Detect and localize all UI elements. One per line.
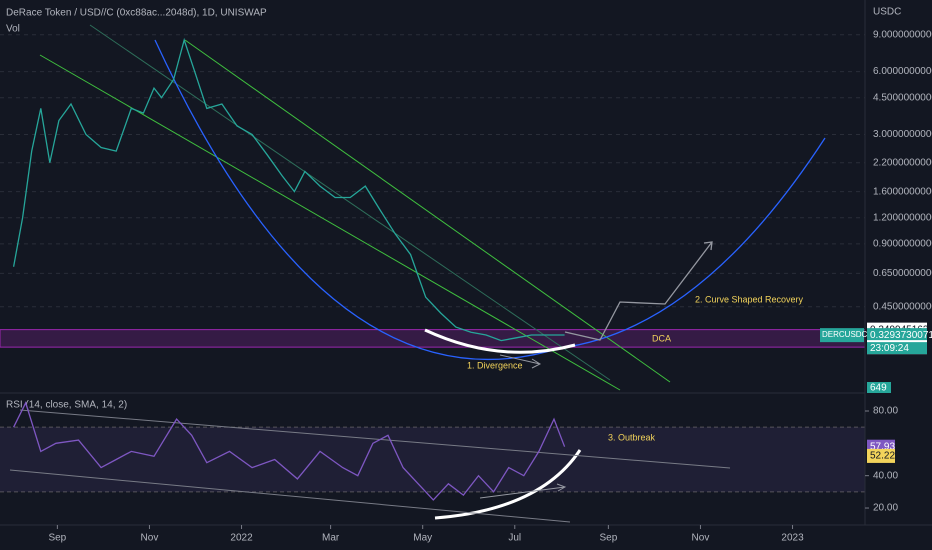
price-line bbox=[12, 37, 565, 342]
x-tick-label: Jul bbox=[508, 533, 521, 544]
rsi-tick-label: 20.00 bbox=[873, 503, 898, 514]
price-tick-label: 0.4500000000 bbox=[873, 301, 932, 312]
rsi-tick-label: 80.00 bbox=[873, 406, 898, 417]
currency-label: USDC bbox=[873, 7, 901, 18]
rsi-title: RSI (14, close, SMA, 14, 2) bbox=[6, 400, 127, 411]
price-tick-label: 0.6500000000 bbox=[873, 268, 932, 279]
price-tick-label: 4.5000000000 bbox=[873, 92, 932, 103]
x-tick-label: Nov bbox=[692, 533, 710, 544]
rsi-value-label: 57.93 bbox=[870, 441, 895, 452]
divergence-arc bbox=[424, 328, 576, 354]
countdown-box bbox=[867, 342, 927, 355]
rsi-trendline bbox=[9, 469, 571, 523]
channel-line bbox=[184, 39, 671, 383]
sma-value-label-box bbox=[867, 448, 895, 463]
price-tick-label: 1.6000000000 bbox=[873, 186, 932, 197]
current-price-label-box bbox=[867, 328, 927, 343]
symbol-box bbox=[820, 328, 864, 343]
volume-value: 649 bbox=[870, 383, 887, 394]
annotation: 1. Divergence bbox=[467, 360, 523, 370]
price-tick-label: 9.0000000000 bbox=[873, 29, 932, 40]
price-tick-label: 6.0000000000 bbox=[873, 66, 932, 77]
recovery-arrow bbox=[564, 241, 713, 341]
x-tick-label: 2023 bbox=[781, 533, 804, 544]
volume-label: Vol bbox=[6, 24, 20, 35]
x-tick-label: Sep bbox=[48, 533, 66, 544]
current-price-label: 0.3293730071 bbox=[870, 330, 932, 341]
symbol-title: DeRace Token / USD//C (0xc88ac...2048d),… bbox=[6, 8, 267, 19]
rsi-line bbox=[13, 401, 566, 501]
annotation: 2. Curve Shaped Recovery bbox=[695, 294, 804, 304]
x-tick-label: 2022 bbox=[230, 533, 253, 544]
sma-value-label: 52.22 bbox=[870, 451, 895, 462]
price-tick-label: 3.0000000000 bbox=[873, 129, 932, 140]
annotation: 3. Outbreak bbox=[608, 432, 656, 442]
x-tick-label: May bbox=[413, 533, 432, 544]
outbreak-arc bbox=[434, 449, 582, 520]
parabola-curve bbox=[154, 39, 826, 361]
rsi-arrow bbox=[479, 483, 567, 499]
annotation: DCA bbox=[652, 333, 671, 343]
rsi-band bbox=[0, 427, 865, 492]
price-tick-label: 0.9000000000 bbox=[873, 238, 932, 249]
divergence-arrow bbox=[499, 354, 542, 369]
rsi-trendline bbox=[19, 409, 731, 469]
price-tick-label: 2.2000000000 bbox=[873, 157, 932, 168]
x-tick-label: Mar bbox=[322, 533, 340, 544]
symbol-label: DERCUSDC bbox=[822, 330, 868, 339]
price-tick-label: 1.2000000000 bbox=[873, 212, 932, 223]
x-tick-label: Sep bbox=[599, 533, 617, 544]
volume-box bbox=[867, 382, 891, 393]
x-tick-label: Nov bbox=[141, 533, 159, 544]
countdown: 23:09:24 bbox=[870, 343, 909, 354]
rsi-tick-label: 40.00 bbox=[873, 470, 898, 481]
